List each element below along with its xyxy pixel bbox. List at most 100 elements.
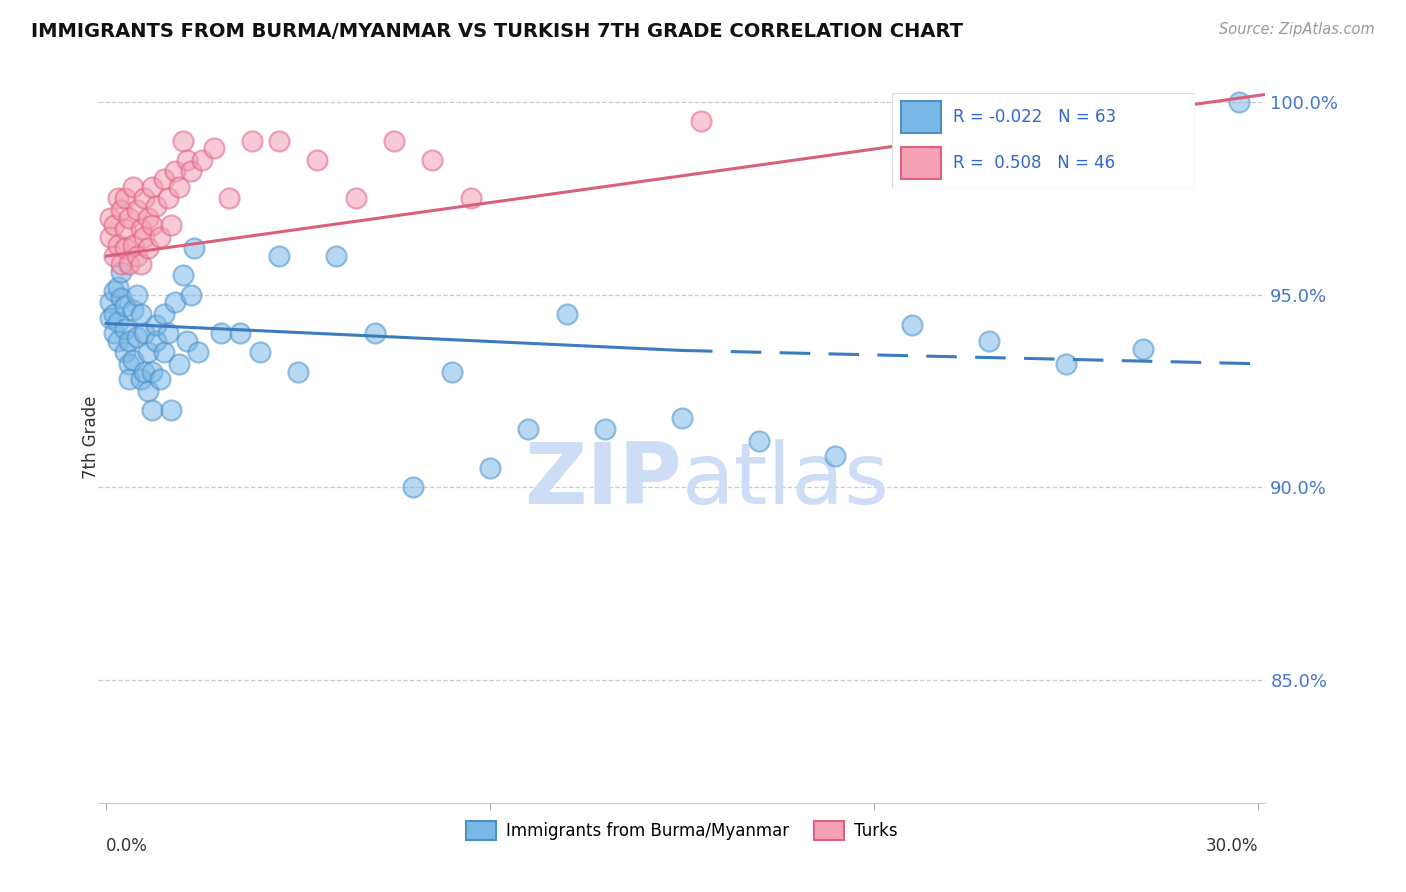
Point [671, 410, 693, 425]
Point [172, 134, 194, 148]
Point [1054, 357, 1077, 371]
Point [107, 191, 129, 205]
Point [555, 307, 578, 321]
Point [267, 134, 290, 148]
Point [402, 480, 425, 494]
Point [167, 357, 190, 371]
Legend: Immigrants from Burma/Myanmar, Turks: Immigrants from Burma/Myanmar, Turks [460, 814, 904, 847]
Point [125, 202, 148, 217]
Point [478, 461, 501, 475]
Point [110, 202, 132, 217]
Point [172, 268, 194, 283]
Point [307, 153, 329, 167]
Point [156, 191, 179, 205]
Point [167, 179, 190, 194]
Point [136, 384, 159, 398]
Point [134, 230, 156, 244]
Point [145, 318, 167, 333]
Point [107, 315, 129, 329]
Point [422, 153, 444, 167]
Point [118, 257, 141, 271]
Point [901, 318, 924, 333]
Text: IMMIGRANTS FROM BURMA/MYANMAR VS TURKISH 7TH GRADE CORRELATION CHART: IMMIGRANTS FROM BURMA/MYANMAR VS TURKISH… [31, 22, 963, 41]
Text: atlas: atlas [682, 440, 890, 523]
Text: ZIP: ZIP [524, 440, 682, 523]
Text: 0.0%: 0.0% [105, 838, 148, 855]
Point [103, 249, 125, 263]
Point [129, 222, 152, 236]
Point [107, 334, 129, 348]
Point [1132, 342, 1154, 356]
Point [229, 326, 252, 340]
Point [114, 222, 136, 236]
Point [440, 365, 463, 379]
Point [110, 264, 132, 278]
Point [344, 191, 367, 205]
Point [107, 237, 129, 252]
Point [202, 141, 225, 155]
Point [1227, 95, 1250, 110]
Point [103, 326, 125, 340]
Point [114, 299, 136, 313]
Point [129, 372, 152, 386]
Point [382, 134, 405, 148]
Point [152, 307, 174, 321]
Point [141, 365, 163, 379]
Point [165, 295, 187, 310]
Point [107, 280, 129, 294]
Point [517, 422, 540, 436]
Point [114, 191, 136, 205]
Point [136, 345, 159, 359]
Point [748, 434, 770, 448]
Point [114, 242, 136, 256]
Point [249, 345, 271, 359]
Point [218, 191, 240, 205]
Point [129, 307, 152, 321]
Point [690, 114, 713, 128]
Point [134, 191, 156, 205]
Point [136, 211, 159, 225]
Point [152, 345, 174, 359]
Point [149, 372, 172, 386]
Point [240, 134, 263, 148]
Point [118, 334, 141, 348]
Point [180, 287, 202, 301]
Point [103, 307, 125, 321]
Point [180, 164, 202, 178]
Point [183, 242, 205, 256]
Point [114, 322, 136, 336]
Point [156, 326, 179, 340]
Point [160, 219, 183, 233]
Point [122, 303, 145, 318]
Point [593, 422, 616, 436]
Point [141, 403, 163, 417]
Point [136, 242, 159, 256]
Point [824, 450, 846, 464]
Point [129, 257, 152, 271]
Point [98, 310, 121, 325]
Point [118, 372, 141, 386]
Point [134, 365, 156, 379]
Point [125, 287, 148, 301]
Point [110, 292, 132, 306]
Y-axis label: 7th Grade: 7th Grade [83, 395, 100, 479]
Point [141, 219, 163, 233]
Point [98, 230, 121, 244]
Point [141, 179, 163, 194]
Point [977, 334, 1000, 348]
Point [187, 345, 209, 359]
Point [267, 249, 290, 263]
Point [209, 326, 232, 340]
Point [114, 345, 136, 359]
Point [160, 403, 183, 417]
Point [165, 164, 187, 178]
Text: Source: ZipAtlas.com: Source: ZipAtlas.com [1219, 22, 1375, 37]
Point [122, 179, 145, 194]
Point [134, 326, 156, 340]
Point [176, 153, 198, 167]
Text: 30.0%: 30.0% [1205, 838, 1258, 855]
Point [98, 211, 121, 225]
Point [103, 284, 125, 298]
Point [364, 326, 387, 340]
Point [191, 153, 214, 167]
